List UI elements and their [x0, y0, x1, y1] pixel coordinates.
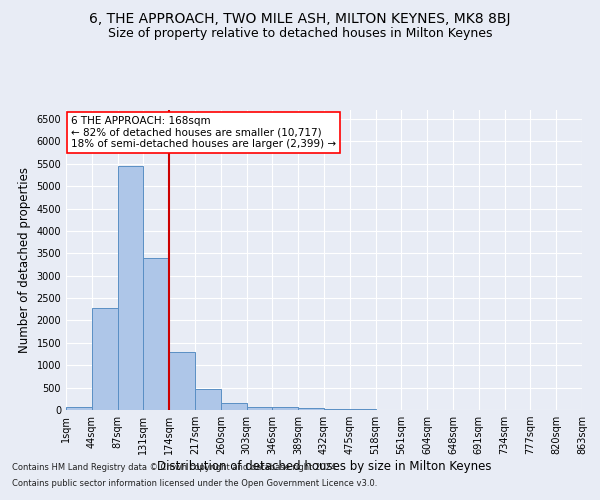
Bar	[272, 406, 298, 410]
Y-axis label: Number of detached properties: Number of detached properties	[18, 167, 31, 353]
Bar	[195, 388, 221, 410]
Bar	[118, 166, 143, 410]
Bar	[298, 408, 324, 410]
Bar	[169, 352, 195, 410]
Text: Contains public sector information licensed under the Open Government Licence v3: Contains public sector information licen…	[12, 478, 377, 488]
Text: 6, THE APPROACH, TWO MILE ASH, MILTON KEYNES, MK8 8BJ: 6, THE APPROACH, TWO MILE ASH, MILTON KE…	[89, 12, 511, 26]
Bar	[92, 308, 118, 410]
Text: Contains HM Land Registry data © Crown copyright and database right 2024.: Contains HM Land Registry data © Crown c…	[12, 464, 338, 472]
Bar	[247, 406, 272, 410]
X-axis label: Distribution of detached houses by size in Milton Keynes: Distribution of detached houses by size …	[157, 460, 491, 473]
Text: 6 THE APPROACH: 168sqm
← 82% of detached houses are smaller (10,717)
18% of semi: 6 THE APPROACH: 168sqm ← 82% of detached…	[71, 116, 336, 149]
Bar	[66, 406, 92, 410]
Bar	[221, 402, 247, 410]
Bar	[324, 408, 350, 410]
Text: Size of property relative to detached houses in Milton Keynes: Size of property relative to detached ho…	[108, 28, 492, 40]
Bar	[143, 258, 169, 410]
Bar	[350, 409, 376, 410]
